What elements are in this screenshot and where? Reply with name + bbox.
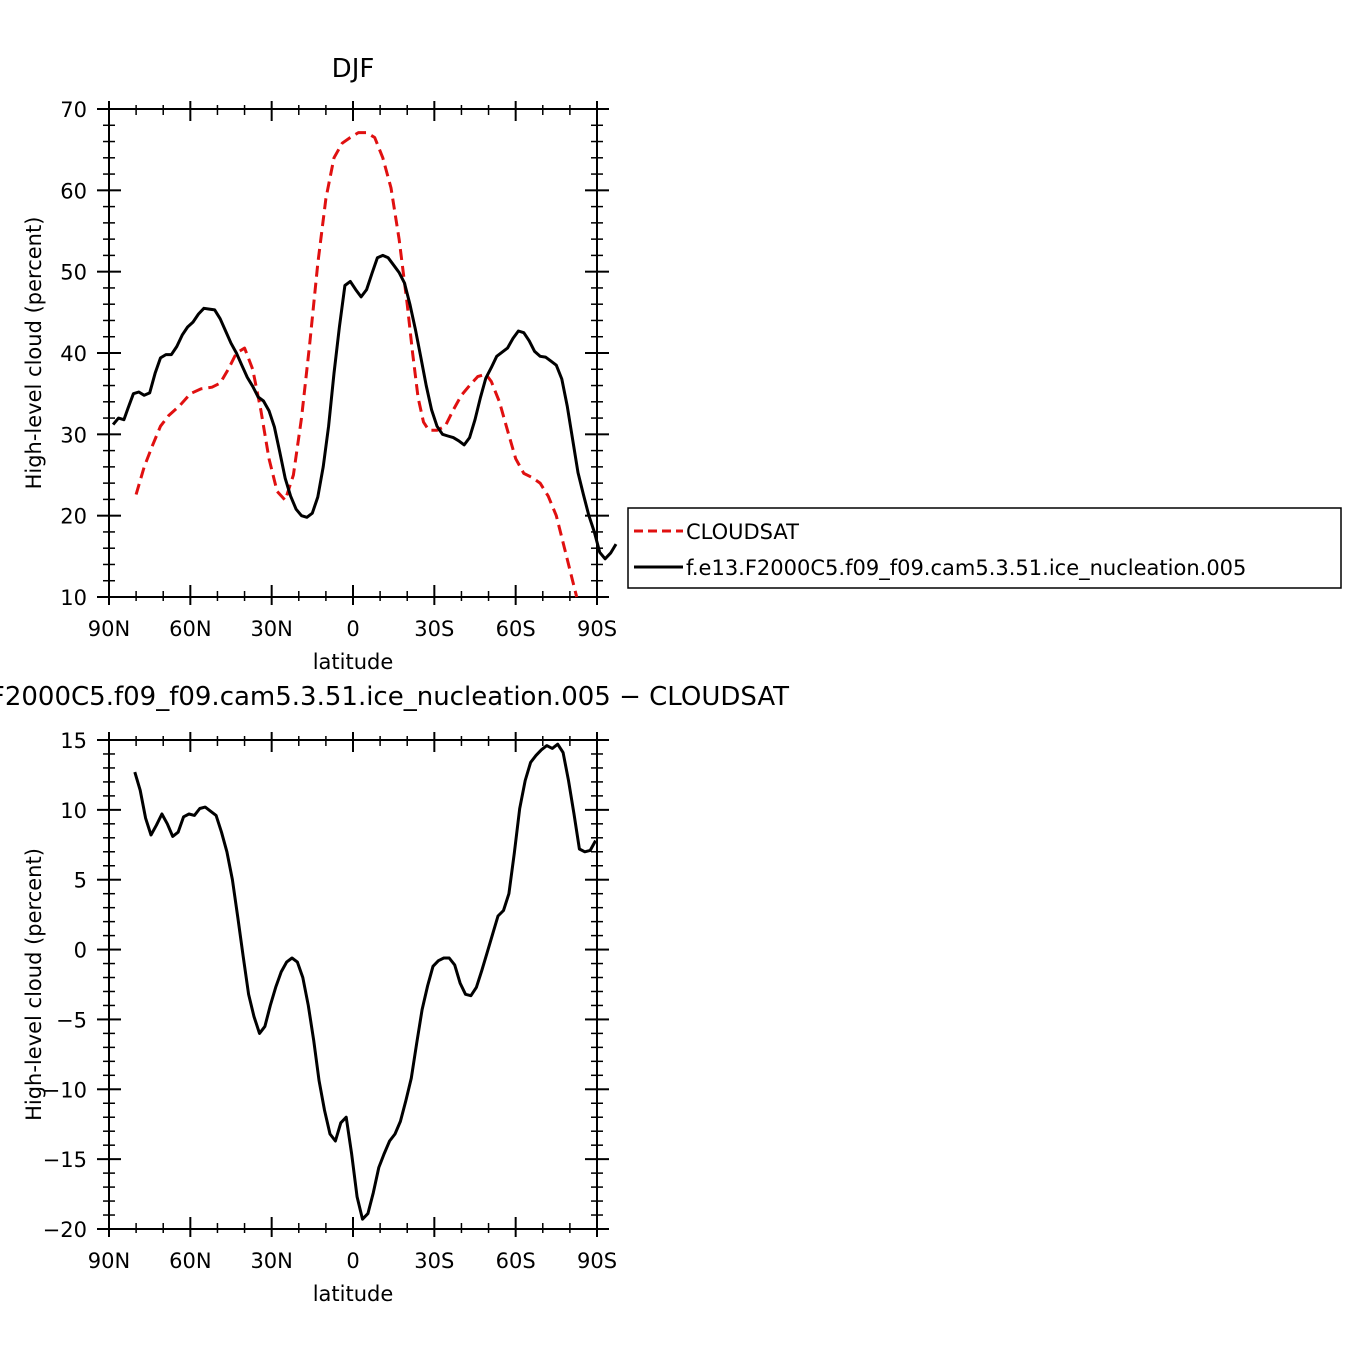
y-tick-label: 30 <box>60 423 87 447</box>
legend-label: CLOUDSAT <box>686 520 799 544</box>
series-line <box>111 253 618 561</box>
bottom-panel: 90N 60N 30N 0 30S 60S 90S −20 −15 −10 −5 0 5 10 15 f.e1… <box>0 682 789 1306</box>
x-tick-label: 60S <box>496 617 536 641</box>
x-tick-label: 90S <box>577 617 617 641</box>
series-line <box>134 131 579 598</box>
x-tick-label: 90N <box>88 1249 130 1273</box>
y-tick-label: −20 <box>43 1218 87 1242</box>
y-tick-label: −15 <box>43 1148 87 1172</box>
y-tick-label: −10 <box>43 1078 87 1102</box>
x-tick-label: 90N <box>88 617 130 641</box>
y-tick-label: 0 <box>74 939 87 963</box>
x-tick-label: 0 <box>346 1249 359 1273</box>
y-tick-label: 10 <box>60 799 87 823</box>
series-line <box>133 742 597 1221</box>
y-tick-label: 5 <box>74 869 87 893</box>
plot-title: DJF <box>332 54 375 84</box>
x-tick-label: 60N <box>169 1249 211 1273</box>
legend-box <box>627 507 1342 589</box>
y-axis-title: High-level cloud (percent) <box>22 217 46 490</box>
y-tick-label: 20 <box>60 505 87 529</box>
y-tick-label: 70 <box>60 98 87 122</box>
plot-title: f.e13.F2000C5.f09_f09.cam5.3.51.ice_nucl… <box>0 682 789 712</box>
y-tick-label: 40 <box>60 342 87 366</box>
y-tick-label: 10 <box>60 586 87 610</box>
x-tick-label: 60S <box>496 1249 536 1273</box>
x-tick-label: 90S <box>577 1249 617 1273</box>
x-tick-label: 60N <box>169 617 211 641</box>
x-tick-label: 0 <box>346 617 359 641</box>
plot-frame <box>108 108 598 598</box>
x-axis-title: latitude <box>313 650 394 674</box>
y-axis-title: High-level cloud (percent) <box>22 848 46 1121</box>
top-panel: 90N 60N 30N 0 30S 60S 90S 10 20 30 40 50 60 70 DJF lati… <box>22 54 618 674</box>
y-tick-label: 50 <box>60 261 87 285</box>
x-axis-title: latitude <box>313 1282 394 1306</box>
legend-label: f.e13.F2000C5.f09_f09.cam5.3.51.ice_nucl… <box>686 556 1246 581</box>
x-tick-label: 30S <box>414 1249 454 1273</box>
x-tick-label: 30S <box>414 617 454 641</box>
y-tick-label: 15 <box>60 729 87 753</box>
x-tick-label: 30N <box>250 1249 292 1273</box>
legend: CLOUDSAT f.e13.F2000C5.f09_f09.cam5.3.51.… <box>627 507 1342 589</box>
y-tick-label: −5 <box>56 1008 87 1032</box>
y-tick-label: 60 <box>60 179 87 203</box>
x-tick-label: 30N <box>250 617 292 641</box>
